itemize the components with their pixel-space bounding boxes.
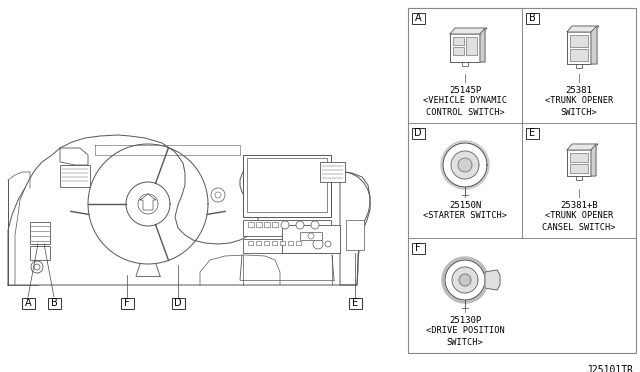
Bar xyxy=(453,37,464,45)
Text: <VEHICLE DYNAMIC
CONTROL SWITCH>: <VEHICLE DYNAMIC CONTROL SWITCH> xyxy=(423,96,507,117)
Circle shape xyxy=(313,239,323,249)
Bar xyxy=(567,32,591,64)
Bar xyxy=(525,13,538,23)
Bar xyxy=(525,128,538,138)
Polygon shape xyxy=(445,260,485,300)
Bar xyxy=(412,13,424,23)
Circle shape xyxy=(211,188,225,202)
Bar xyxy=(30,222,50,244)
Bar xyxy=(264,241,269,245)
Circle shape xyxy=(215,192,221,198)
Bar xyxy=(248,222,254,227)
Text: E: E xyxy=(352,298,358,308)
Bar xyxy=(272,241,277,245)
Polygon shape xyxy=(567,144,598,150)
Bar xyxy=(349,298,362,308)
Polygon shape xyxy=(442,257,488,303)
Polygon shape xyxy=(443,143,487,187)
Bar xyxy=(243,220,331,236)
Bar xyxy=(570,35,588,47)
Bar xyxy=(320,162,345,182)
Bar xyxy=(570,49,588,61)
Bar xyxy=(346,220,364,250)
Circle shape xyxy=(31,261,43,273)
Bar xyxy=(300,232,322,240)
Bar xyxy=(256,222,262,227)
Text: A: A xyxy=(415,13,421,23)
Bar xyxy=(570,164,588,173)
Text: <DRIVE POSITION
SWITCH>: <DRIVE POSITION SWITCH> xyxy=(426,326,504,347)
Bar xyxy=(296,241,301,245)
Bar xyxy=(120,298,134,308)
Bar xyxy=(243,239,331,253)
Polygon shape xyxy=(485,270,500,290)
Polygon shape xyxy=(591,144,596,176)
Bar xyxy=(22,298,35,308)
Text: A: A xyxy=(25,298,31,308)
Polygon shape xyxy=(567,26,599,32)
Bar xyxy=(288,241,293,245)
Bar xyxy=(466,37,477,55)
Text: <TRUNK OPENER
CANSEL SWITCH>: <TRUNK OPENER CANSEL SWITCH> xyxy=(542,211,616,232)
Bar xyxy=(567,150,591,176)
Bar xyxy=(280,241,285,245)
Bar xyxy=(256,241,261,245)
Text: F: F xyxy=(415,243,421,253)
Text: 25130P: 25130P xyxy=(449,316,481,325)
Bar xyxy=(248,241,253,245)
Text: 25381: 25381 xyxy=(566,86,593,95)
Bar xyxy=(172,298,184,308)
Text: 25150N: 25150N xyxy=(449,201,481,210)
Bar xyxy=(450,34,480,62)
Circle shape xyxy=(34,264,40,270)
Text: 25381+B: 25381+B xyxy=(560,201,598,210)
Bar xyxy=(453,47,464,55)
Bar xyxy=(264,222,270,227)
Circle shape xyxy=(325,241,331,247)
Text: D: D xyxy=(414,128,422,138)
Text: 25145P: 25145P xyxy=(449,86,481,95)
Text: D: D xyxy=(174,298,182,308)
Bar xyxy=(30,246,50,260)
Polygon shape xyxy=(459,274,471,286)
Bar xyxy=(282,225,340,253)
Polygon shape xyxy=(458,158,472,172)
Bar xyxy=(272,222,278,227)
Polygon shape xyxy=(591,26,597,64)
Text: J25101TR: J25101TR xyxy=(586,365,633,372)
Bar xyxy=(243,155,331,217)
Text: <TRUNK OPENER
SWITCH>: <TRUNK OPENER SWITCH> xyxy=(545,96,613,117)
Text: B: B xyxy=(51,298,58,308)
Bar xyxy=(570,153,588,162)
Bar xyxy=(412,243,424,253)
Circle shape xyxy=(281,221,289,229)
Bar xyxy=(60,165,90,187)
Text: <STARTER SWITCH>: <STARTER SWITCH> xyxy=(423,211,507,220)
Polygon shape xyxy=(480,28,485,62)
Polygon shape xyxy=(441,141,489,189)
Circle shape xyxy=(296,221,304,229)
Text: F: F xyxy=(124,298,130,308)
Text: E: E xyxy=(529,128,535,138)
Bar xyxy=(47,298,61,308)
Polygon shape xyxy=(452,267,478,293)
Circle shape xyxy=(311,221,319,229)
Text: B: B xyxy=(529,13,536,23)
Polygon shape xyxy=(451,151,479,179)
Bar xyxy=(247,158,327,212)
Polygon shape xyxy=(450,28,487,34)
Circle shape xyxy=(308,233,314,239)
Bar xyxy=(408,8,636,353)
Bar xyxy=(412,128,424,138)
